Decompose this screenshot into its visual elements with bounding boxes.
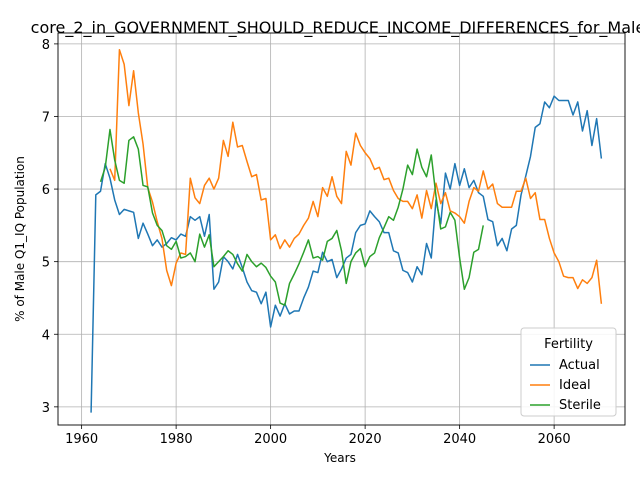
x-tick-label: 2060 <box>538 432 571 447</box>
series-line-ideal <box>109 48 603 304</box>
legend-label-actual: Actual <box>559 358 600 373</box>
legend-label-ideal: Ideal <box>559 378 591 393</box>
chart-title: core_2_in_GOVERNMENT_SHOULD_REDUCE_INCOM… <box>31 18 640 38</box>
series-line-actual <box>90 95 603 413</box>
legend: Fertility Actual Ideal Sterile <box>520 327 617 417</box>
x-tick-label: 2040 <box>443 432 476 447</box>
y-tick-label: 4 <box>42 328 50 343</box>
grid-lines <box>58 33 625 425</box>
y-axis-ticks: 3 4 5 6 7 8 <box>42 38 58 416</box>
x-axis-ticks: 1960 1980 2000 2020 2040 2060 <box>65 425 571 447</box>
y-axis-label: % of Male Q1_IQ Population <box>13 156 27 322</box>
y-tick-label: 7 <box>42 110 50 125</box>
y-tick-label: 3 <box>42 401 50 416</box>
legend-box <box>520 327 617 417</box>
legend-label-sterile: Sterile <box>559 398 601 413</box>
series-line-sterile <box>99 128 484 306</box>
y-tick-label: 6 <box>42 183 50 198</box>
y-tick-label: 5 <box>42 256 50 271</box>
x-tick-label: 2000 <box>254 432 287 447</box>
x-tick-label: 1960 <box>65 432 98 447</box>
plot-frame <box>57 32 626 426</box>
legend-title: Fertility <box>544 337 593 352</box>
x-tick-label: 2020 <box>349 432 382 447</box>
y-tick-label: 8 <box>42 38 50 53</box>
plot-series <box>90 48 603 413</box>
x-tick-label: 1980 <box>160 432 193 447</box>
x-axis-label: Years <box>323 451 356 465</box>
